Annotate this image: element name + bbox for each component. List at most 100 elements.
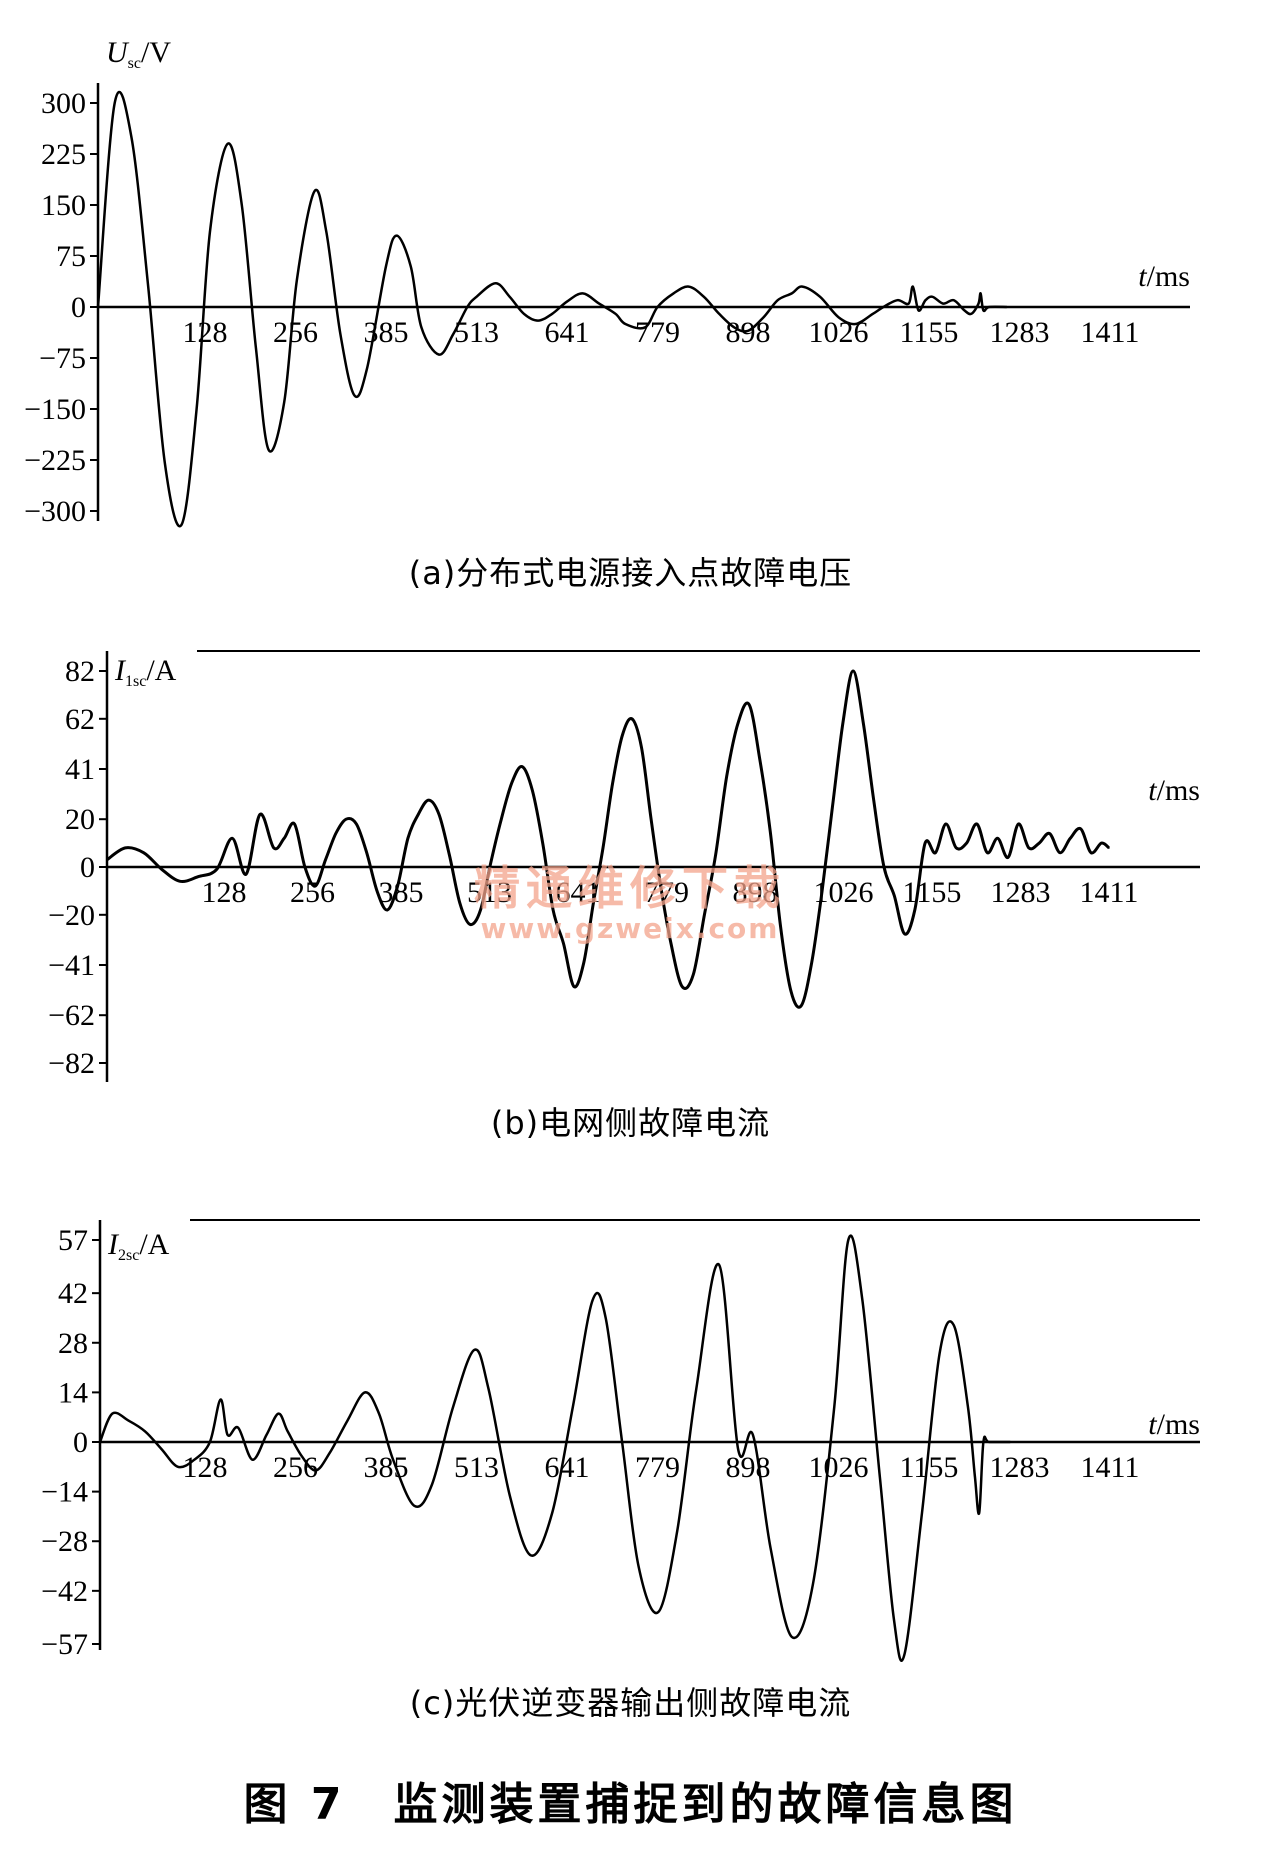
y-tick-label: 0	[80, 851, 95, 884]
data-point	[692, 973, 695, 976]
data-point	[346, 1419, 349, 1422]
data-point	[659, 885, 662, 887]
data-point	[267, 449, 270, 451]
data-point	[986, 851, 989, 854]
x-tick-label: 128	[183, 316, 228, 349]
data-point	[882, 306, 885, 308]
y-tick-label: 300	[41, 87, 86, 120]
data-point	[1006, 306, 1008, 308]
data-point	[976, 823, 978, 825]
data-point	[431, 1483, 433, 1486]
x-tick-label: 128	[202, 876, 247, 909]
data-point	[903, 1653, 906, 1656]
data-point	[847, 1239, 850, 1241]
y-tick-label: 20	[65, 803, 95, 836]
y-axis-label-unit: /V	[141, 36, 171, 69]
data-point	[821, 890, 823, 892]
data-point	[978, 1512, 980, 1514]
data-point	[703, 296, 705, 298]
data-point	[714, 854, 717, 856]
data-point	[921, 1512, 923, 1514]
data-point	[581, 292, 584, 295]
data-point	[413, 1505, 416, 1507]
data-point	[97, 306, 99, 308]
data-point	[831, 806, 834, 808]
data-point	[982, 1441, 985, 1443]
data-point	[955, 847, 957, 849]
data-point	[854, 323, 857, 325]
data-point	[657, 1611, 660, 1613]
x-tick-label: 1283	[991, 876, 1051, 909]
y-tick-label: −41	[48, 949, 95, 982]
data-point	[313, 190, 316, 193]
chart-c-caption: (c)光伏逆变器输出侧故障电流	[409, 1684, 852, 1722]
x-axis-label-unit: /ms	[1147, 260, 1190, 293]
data-point	[551, 313, 553, 315]
x-axis-label-symbol: t	[1148, 1408, 1157, 1441]
data-point	[977, 302, 980, 305]
y-axis-label-symbol: I	[107, 1228, 120, 1261]
x-tick-label: 779	[635, 316, 680, 349]
data-point	[479, 909, 482, 911]
data-point	[500, 818, 503, 820]
y-tick-label: −20	[48, 899, 95, 932]
data-point	[241, 204, 243, 206]
data-point	[640, 746, 643, 749]
data-point	[917, 309, 920, 312]
data-point	[988, 306, 990, 308]
data-point	[127, 1419, 130, 1422]
data-point	[907, 302, 910, 305]
data-point	[259, 813, 261, 816]
data-point	[752, 1434, 754, 1436]
x-axis-label-symbol: t	[1148, 774, 1157, 807]
data-point	[672, 292, 675, 295]
x-tick-label: 513	[467, 876, 512, 909]
data-point	[508, 1494, 511, 1496]
x-tick-label: 898	[726, 1451, 771, 1484]
data-point	[779, 926, 782, 928]
x-axis-label-unit: /ms	[1157, 1408, 1200, 1441]
data-point	[996, 837, 999, 840]
data-point	[215, 868, 218, 871]
data-point	[592, 902, 595, 904]
x-tick-label: 1411	[1081, 1451, 1140, 1484]
data-point	[970, 313, 973, 315]
data-point	[508, 296, 511, 298]
data-point	[974, 1476, 976, 1479]
data-point	[245, 873, 247, 875]
data-point	[914, 909, 916, 911]
data-point	[251, 1458, 254, 1461]
data-point	[99, 1441, 101, 1443]
data-point	[473, 1349, 476, 1351]
data-point	[1017, 823, 1020, 825]
y-tick-label: 0	[71, 291, 86, 324]
data-point	[591, 1299, 594, 1301]
data-point	[325, 231, 328, 233]
y-tick-label: −62	[48, 999, 95, 1032]
x-tick-label: 385	[379, 876, 424, 909]
y-tick-label: 0	[73, 1426, 88, 1459]
data-point	[924, 299, 927, 302]
data-point	[893, 1618, 895, 1620]
data-point	[265, 1434, 268, 1436]
data-point	[197, 875, 200, 878]
data-point	[209, 1441, 211, 1443]
y-axis-label-symbol: U	[106, 36, 130, 69]
y-tick-label: −57	[41, 1628, 88, 1661]
x-axis-label-symbol: t	[1138, 260, 1147, 293]
data-point	[912, 285, 914, 288]
y-tick-label: −75	[39, 342, 86, 375]
data-point	[448, 854, 451, 856]
data-point	[791, 292, 793, 295]
data-point	[982, 309, 985, 312]
data-point	[598, 302, 600, 305]
data-point	[988, 1441, 990, 1443]
data-point	[562, 942, 565, 945]
x-tick-label: 641	[545, 1451, 590, 1484]
data-point	[650, 818, 652, 820]
data-point	[759, 758, 761, 761]
data-point	[329, 1451, 331, 1454]
y-tick-label: −28	[41, 1525, 88, 1558]
y-tick-label: −14	[41, 1476, 88, 1509]
